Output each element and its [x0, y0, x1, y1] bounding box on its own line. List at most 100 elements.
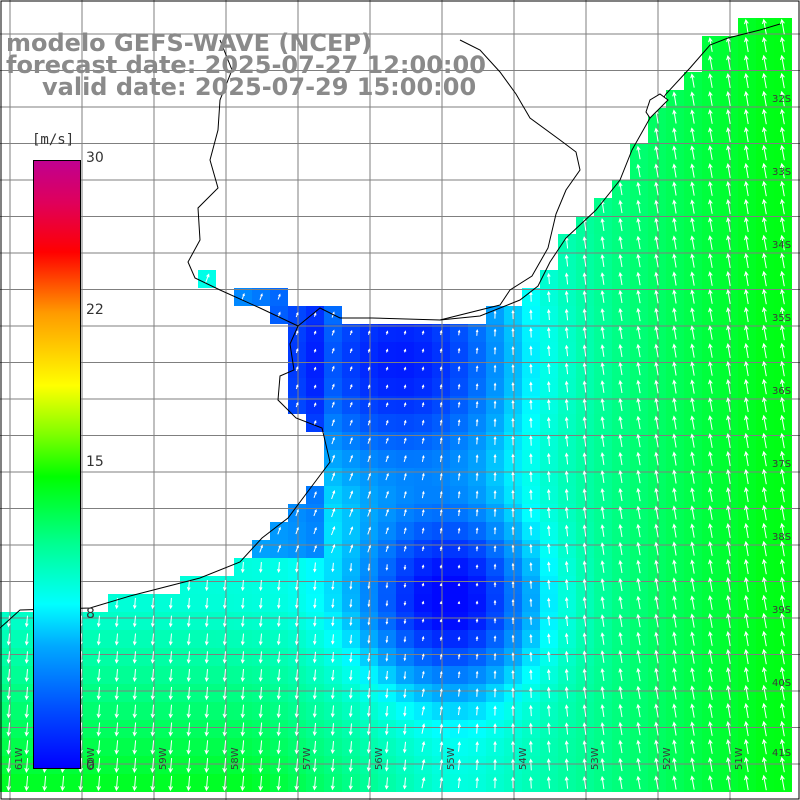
wind-arrow	[672, 595, 677, 610]
wind-arrow	[348, 759, 353, 772]
wind-arrow	[511, 471, 515, 482]
wind-arrow	[403, 688, 407, 699]
wind-arrow	[511, 309, 515, 320]
wind-arrow	[475, 741, 479, 752]
wind-arrow	[96, 686, 101, 701]
wind-arrow	[349, 508, 354, 517]
wind-arrow	[582, 434, 587, 447]
wind-arrow	[186, 597, 191, 610]
wind-arrow	[511, 652, 515, 661]
wind-arrow	[331, 490, 336, 500]
wind-arrow	[672, 415, 677, 430]
wind-arrow	[762, 612, 767, 629]
wind-arrow	[349, 544, 354, 553]
wind-arrow	[744, 486, 749, 503]
wind-arrow	[295, 384, 299, 390]
wind-arrow	[150, 740, 155, 755]
wind-arrow	[349, 634, 353, 645]
wind-arrow	[564, 596, 569, 609]
wind-arrow	[600, 542, 605, 555]
wind-arrow	[403, 455, 407, 463]
wind-arrow	[132, 597, 137, 610]
wind-arrow	[690, 145, 695, 160]
wind-arrow	[493, 776, 497, 789]
wind-arrow	[493, 617, 497, 624]
lat-label: 39S	[772, 605, 792, 616]
wind-arrow	[439, 705, 443, 716]
wind-arrow	[295, 366, 299, 372]
wind-arrow	[744, 90, 749, 107]
wind-arrow	[744, 378, 749, 395]
wind-arrow	[528, 722, 533, 735]
wind-arrow	[331, 616, 335, 627]
wind-arrow	[276, 740, 281, 755]
wind-arrow	[600, 398, 605, 411]
wind-arrow	[457, 636, 461, 641]
wind-arrow	[403, 402, 407, 407]
wind-arrow	[204, 615, 209, 628]
wind-arrow	[349, 366, 353, 372]
wind-arrow	[367, 437, 371, 444]
wind-arrow	[529, 381, 533, 392]
wind-arrow	[690, 577, 695, 592]
wind-arrow	[294, 651, 299, 664]
wind-arrow	[600, 722, 605, 735]
wind-arrow	[654, 487, 659, 502]
wind-arrow	[421, 758, 426, 771]
wind-arrow	[475, 635, 479, 642]
wind-arrow	[744, 450, 749, 467]
wind-arrow	[690, 721, 695, 736]
wind-arrow	[690, 199, 695, 214]
wind-arrow	[403, 618, 407, 625]
wind-arrow	[762, 486, 767, 503]
wind-arrow	[762, 144, 767, 161]
wind-arrow	[403, 545, 407, 552]
wind-arrow	[150, 615, 155, 628]
wind-arrow	[547, 561, 551, 572]
wind-arrow	[439, 741, 444, 752]
wind-arrow	[367, 330, 371, 335]
wind-arrow	[457, 723, 461, 734]
wind-arrow	[349, 472, 353, 481]
wind-arrow	[672, 271, 677, 286]
wind-arrow	[690, 235, 695, 250]
lat-label: 32S	[772, 94, 792, 105]
wind-arrow	[600, 650, 605, 663]
wind-arrow	[672, 577, 677, 592]
wind-arrow	[457, 527, 461, 534]
wind-arrow	[367, 348, 371, 353]
wind-arrow	[654, 361, 659, 376]
wind-arrow	[708, 577, 713, 592]
wind-arrow	[529, 327, 533, 338]
wind-arrow	[493, 346, 497, 355]
forecast-date: forecast date: 2025-07-27 12:00:00	[6, 51, 486, 79]
wind-arrow	[780, 414, 785, 431]
wind-arrow	[762, 774, 767, 791]
wind-arrow	[366, 705, 371, 718]
wind-arrow	[475, 347, 479, 354]
wind-arrow	[475, 723, 479, 734]
wind-arrow	[186, 740, 191, 755]
wind-arrow	[312, 633, 317, 646]
wind-arrow	[654, 505, 659, 520]
wind-arrow	[618, 325, 623, 340]
wind-arrow	[708, 487, 713, 502]
wind-arrow	[564, 344, 569, 357]
wind-arrow	[330, 776, 335, 791]
wind-arrow	[744, 738, 749, 755]
wind-arrow	[600, 668, 605, 681]
wind-arrow	[726, 504, 731, 520]
wind-arrow	[258, 722, 263, 737]
wind-arrow	[654, 289, 659, 304]
wind-arrow	[222, 579, 227, 592]
wind-arrow	[582, 704, 587, 717]
wind-arrow	[385, 688, 389, 699]
wind-arrow	[618, 703, 623, 718]
wind-arrow	[564, 254, 569, 267]
wind-arrow	[24, 669, 29, 682]
wind-arrow	[240, 775, 246, 792]
wind-arrow	[762, 738, 767, 755]
wind-arrow	[690, 487, 695, 502]
wind-arrow	[475, 508, 479, 517]
wind-arrow	[654, 199, 659, 214]
